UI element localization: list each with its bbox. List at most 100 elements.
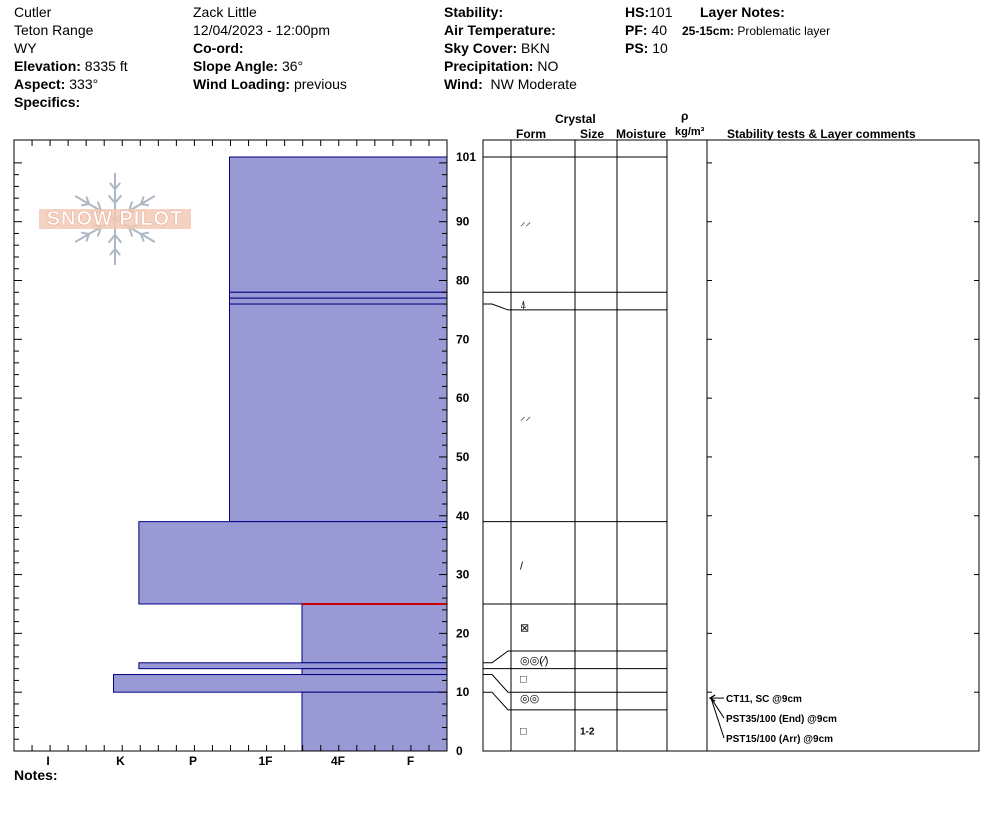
moisture-header: Moisture (616, 127, 667, 141)
grain-symbol: □ (520, 674, 527, 686)
hardness-bar (301, 691, 448, 752)
depth-label: 40 (456, 509, 470, 523)
logo-text: SNOW PILOT (47, 208, 184, 230)
snowflake-branch (107, 194, 116, 204)
depth-label: 60 (456, 391, 470, 405)
connector (483, 674, 511, 693)
snowflake-branch (114, 234, 123, 244)
connector (483, 691, 511, 711)
grain-symbol: □ (520, 725, 527, 737)
grain-symbol: ⍋ (520, 299, 527, 311)
test-leader (710, 697, 725, 719)
table-border (482, 139, 980, 752)
snowflake-branch (85, 233, 90, 242)
depth-axis: 0 10 20 30 40 50 60 70 80 90 101 (456, 150, 476, 758)
crystal-header: Crystal (555, 112, 596, 126)
snowflake-branch (140, 231, 150, 235)
layer-note: 25-15cm: Problematic layer (682, 22, 830, 40)
snowflake-branch (140, 203, 150, 207)
hardness-bar (113, 674, 448, 693)
hs-value: 101 (649, 4, 673, 20)
ps-label: PS: (625, 40, 649, 56)
connector (483, 650, 511, 664)
specifics-label: Specifics: (14, 94, 81, 110)
form-header: Form (516, 127, 546, 141)
snowflake-branch (140, 233, 145, 242)
snowflake-branch (140, 196, 145, 205)
depth-label: 30 (456, 568, 470, 582)
size-header: Size (580, 127, 605, 141)
sky-cover: Sky Cover: BKN (444, 39, 550, 57)
snowflake-branch (80, 203, 90, 207)
hs-label: HS: (625, 4, 650, 20)
sky-label: Sky Cover: (444, 40, 518, 56)
depth-label: 10 (456, 685, 470, 699)
depth-label: 90 (456, 215, 470, 229)
precip-value: NO (537, 58, 559, 74)
elevation: Elevation: 8335 ft (14, 57, 128, 75)
slope-value: 36° (281, 58, 304, 74)
layer-notes-title: Layer Notes: (700, 4, 785, 20)
wind-loading: Wind Loading: previous (193, 75, 347, 93)
hardness-bar (229, 297, 448, 305)
grain-symbols: ⸝⸝ ⍋ ⸝⸝ / ⊠ ◎◎(⁄) □ ◎◎ □ 1-2 (520, 217, 595, 738)
hardness-bar (301, 603, 448, 664)
grain-symbol: / (520, 561, 524, 573)
grain-size: 1-2 (580, 726, 595, 737)
hardness-bar (138, 662, 448, 670)
notes-label: Notes: (14, 767, 58, 783)
rho-header: ρ (681, 109, 689, 123)
stability-test: CT11, SC @9cm (726, 694, 802, 705)
test-arrow (709, 694, 716, 702)
pf-label: PF: (625, 22, 648, 38)
aspect-label: Aspect: (14, 76, 66, 92)
stability-test: PST35/100 (End) @9cm (726, 714, 837, 725)
depth-label: 70 (456, 332, 470, 346)
wind-label: Wind: (444, 76, 483, 92)
density-unit-header: kg/m³ (675, 126, 705, 138)
grain-symbol: ◎◎ (520, 693, 539, 705)
state: WY (14, 40, 37, 56)
layer-table (482, 139, 980, 752)
hardness-label: 1F (258, 754, 272, 768)
comments-header: Stability tests & Layer comments (727, 127, 916, 141)
elevation-label: Elevation: (14, 58, 81, 74)
hardness-bars (113, 156, 448, 752)
logo-band (39, 209, 191, 229)
grain-symbol: ◎◎(⁄) (520, 655, 548, 667)
wind-loading-value: previous (293, 76, 347, 92)
stability-test: PST15/100 (Arr) @9cm (726, 734, 833, 745)
snowpilot-logo: SNOW PILOT (39, 173, 191, 265)
depth-label: 20 (456, 626, 470, 640)
coord-label: Co-ord: (193, 40, 244, 56)
layer-note-range: 25-15cm: (682, 24, 735, 38)
stability-label: Stability: (444, 4, 504, 20)
depth-label: 50 (456, 450, 470, 464)
snowflake-branch (80, 231, 90, 235)
hardness-frame: I K P 1F 4F F (13, 139, 448, 768)
slope-label: Slope Angle: (193, 58, 279, 74)
hardness-label: F (407, 754, 414, 768)
hs: HS:101 (625, 3, 672, 21)
datetime: 12/04/2023 - 12:00pm (193, 22, 330, 38)
pf-value: 40 (651, 22, 668, 38)
hardness-label: K (116, 754, 125, 768)
grain-symbol: ⸝⸝ (520, 411, 531, 423)
elevation-value: 8335 ft (84, 58, 128, 74)
depth-label: 101 (456, 150, 476, 164)
snowflake-branch (109, 248, 116, 256)
hardness-bar (229, 303, 448, 523)
snowflake-branch (114, 182, 121, 190)
observer: Zack Little (193, 4, 257, 20)
pf: PF: 40 (625, 21, 667, 39)
range: Teton Range (14, 22, 94, 38)
precipitation: Precipitation: NO (444, 57, 558, 75)
depth-label: 0 (456, 744, 463, 758)
air-temp-label: Air Temperature: (444, 22, 556, 38)
grain-symbol: ⊠ (520, 622, 529, 634)
aspect-value: 333° (69, 76, 99, 92)
layer-note-text: Problematic layer (737, 24, 831, 38)
snowflake-branch (85, 196, 90, 205)
ps-value: 10 (652, 40, 668, 56)
